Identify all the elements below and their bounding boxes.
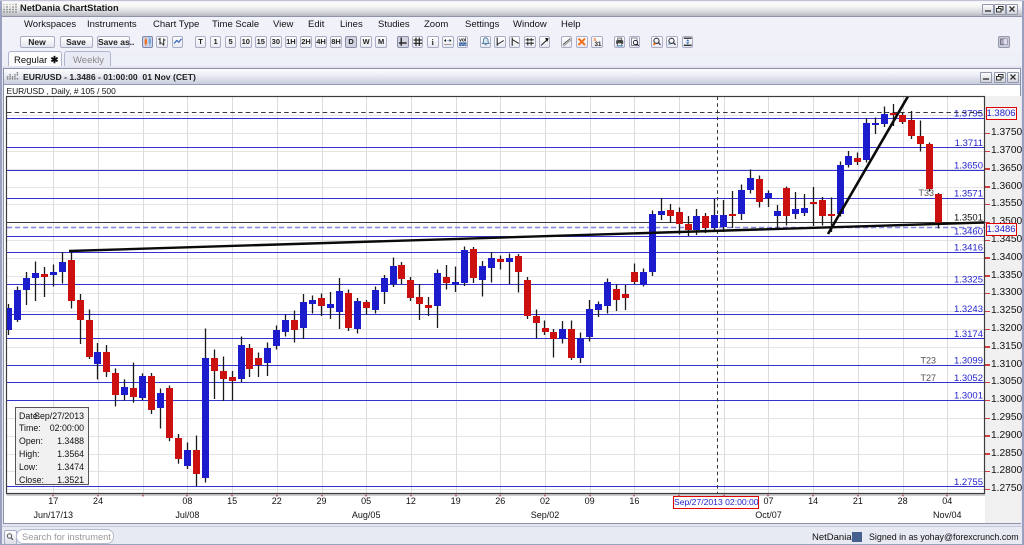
svg-text:1.2755: 1.2755: [954, 477, 983, 488]
svg-text:T23: T23: [920, 355, 936, 365]
svg-text:1.3416: 1.3416: [954, 242, 983, 253]
svg-text:1.3650: 1.3650: [954, 160, 983, 171]
svg-text:i: i: [432, 37, 435, 47]
svg-text:T27: T27: [920, 373, 936, 383]
svg-text:1.3052: 1.3052: [954, 373, 983, 384]
svg-text:1.3099: 1.3099: [954, 355, 983, 366]
svg-text:1.3243: 1.3243: [954, 304, 983, 315]
svg-text:1.3711: 1.3711: [955, 138, 983, 149]
svg-text:1.3174: 1.3174: [954, 329, 983, 340]
svg-text:31: 31: [595, 42, 602, 47]
svg-text:vol: vol: [459, 38, 467, 44]
svg-text:T33: T33: [918, 188, 934, 198]
svg-text:x: x: [594, 37, 598, 43]
svg-text:1.3460: 1.3460: [954, 227, 983, 238]
svg-text:1.3795: 1.3795: [954, 109, 983, 120]
svg-text:1.3571: 1.3571: [954, 189, 983, 200]
svg-text:1.3001: 1.3001: [954, 391, 983, 402]
svg-text:1.3325: 1.3325: [954, 275, 983, 286]
svg-text:1.3501: 1.3501: [954, 212, 983, 223]
